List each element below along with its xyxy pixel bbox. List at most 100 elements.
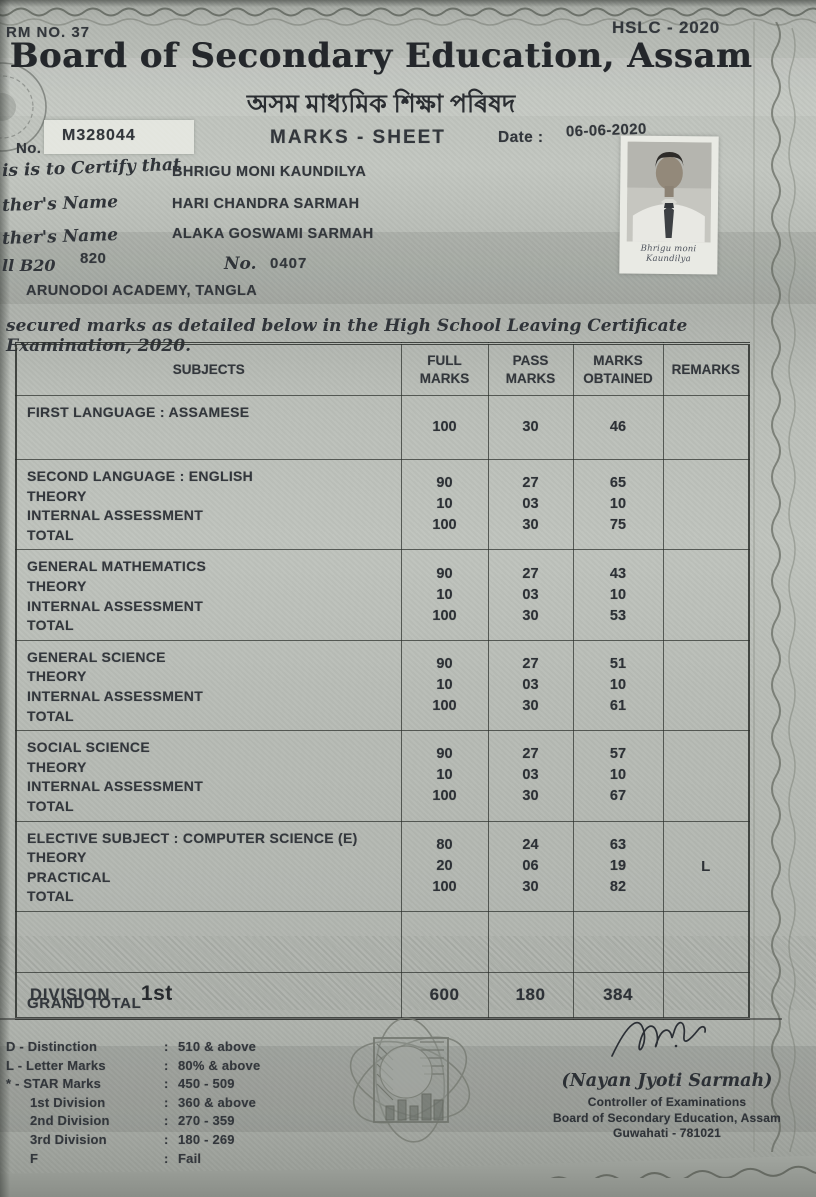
ornamental-border-right	[753, 22, 796, 1152]
grand-total-row: GRAND TOTAL 600 180 384	[15, 971, 750, 1019]
marks-obtained-cell: 51 10 61	[572, 639, 664, 732]
legend-range: 180 - 269	[178, 1131, 235, 1147]
roll-label-fragment: ll B20	[2, 256, 56, 275]
legend-code: D - Distinction	[6, 1039, 98, 1054]
remarks-cell	[662, 395, 750, 460]
subject-row: GENERAL SCIENCE THEORY INTERNAL ASSESSME…	[15, 639, 750, 732]
legend-range: Fail	[178, 1150, 202, 1166]
subject-row: SECOND LANGUAGE : ENGLISH THEORY INTERNA…	[15, 458, 750, 551]
header-subjects: SUBJECTS	[15, 343, 402, 396]
marks-table: SUBJECTS FULL MARKS PASS MARKS MARKS OBT…	[15, 342, 750, 1020]
board-seal	[349, 1017, 471, 1143]
marks-obtained-cell: 65 10 75	[572, 458, 664, 551]
roll-no-value: 0407	[270, 255, 308, 272]
student-portrait-icon	[626, 141, 712, 243]
father-name-label: ther's Name	[1, 191, 119, 217]
grand-total-label: GRAND TOTAL	[15, 971, 402, 1019]
ornamental-border-bottom	[329, 1165, 816, 1178]
legend-item: L - Letter Marks:80% & above	[6, 1057, 336, 1076]
subject-cell: GENERAL MATHEMATICS THEORY INTERNAL ASSE…	[15, 549, 402, 641]
pass-marks-cell: 27 03 30	[487, 549, 574, 641]
division-label: DIVISION	[30, 986, 111, 1004]
subject-cell: FIRST LANGUAGE : ASSAMESE	[15, 395, 402, 460]
subject-cell: SOCIAL SCIENCE THEORY INTERNAL ASSESSMEN…	[15, 730, 402, 822]
legend-range: 80% & above	[178, 1057, 261, 1073]
grand-total-pass-marks: 180	[487, 971, 574, 1019]
legend-code: F	[30, 1150, 39, 1166]
remarks-cell	[662, 730, 750, 822]
grading-legend: D - Distinction:510 & above L - Letter Ma…	[6, 1038, 336, 1168]
board-title-assamese: অসম মাধ্যমিক শিক্ষা পৰিষদ	[246, 90, 516, 118]
controller-location: Guwahati - 781021	[612, 1126, 722, 1140]
roll-value: 820	[80, 250, 107, 267]
controller-title: Controller of Examinations	[587, 1095, 747, 1109]
full-marks-cell	[400, 910, 489, 973]
legend-item: F: Fail	[30, 1150, 336, 1169]
legend-range: 510 & above	[178, 1039, 257, 1054]
legend-code: * - STAR Marks	[6, 1076, 102, 1092]
legend-colon: :	[164, 1113, 169, 1129]
pass-marks-cell: 24 06 30	[487, 820, 574, 912]
scan-left-edge	[0, 0, 10, 1197]
header-pass-marks: PASS MARKS	[487, 343, 574, 396]
controller-signature-mark	[611, 1021, 706, 1057]
legend-colon: :	[164, 1057, 169, 1073]
pass-marks-cell: 27 03 30	[487, 639, 574, 732]
legend-colon: :	[164, 1150, 169, 1166]
remarks-cell	[662, 639, 750, 732]
controller-name: (Nayan Jyoti Sarmah)	[561, 1071, 773, 1091]
legend-item: D - Distinction:510 & above	[6, 1038, 336, 1057]
legend-range: 450 - 509	[178, 1076, 235, 1092]
legend-colon: :	[164, 1131, 169, 1147]
form-number: RM NO. 37	[6, 24, 91, 41]
subject-cell: SECOND LANGUAGE : ENGLISH THEORY INTERNA…	[15, 458, 402, 551]
school-name: ARUNODOI ACADEMY, TANGLA	[26, 283, 258, 299]
remarks-cell	[662, 458, 750, 551]
legend-code: 1st Division	[30, 1094, 106, 1110]
pass-marks-cell: 27 03 30	[487, 730, 574, 822]
full-marks-cell: 80 20 100	[400, 820, 489, 912]
grand-total-remarks	[662, 971, 750, 1019]
subject-row: GENERAL MATHEMATICS THEORY INTERNAL ASSE…	[15, 549, 750, 641]
subject-cell: ELECTIVE SUBJECT : COMPUTER SCIENCE (E) …	[15, 820, 402, 912]
grand-total-marks-obtained: 384	[572, 971, 664, 1019]
ornamental-border-top	[0, 7, 816, 26]
student-photo-signature: Bhrigu moni Kaundilya	[640, 243, 697, 265]
father-name: HARI CHANDRA SARMAH	[172, 196, 360, 212]
division-value: 1st	[140, 982, 173, 1005]
serial-number-box	[44, 120, 194, 154]
serial-number: M328044	[62, 127, 136, 144]
student-name: BHRIGU MONI KAUNDILYA	[172, 164, 367, 180]
legend-item: 3rd Division:180 - 269	[30, 1131, 336, 1150]
mother-name-label: ther's Name	[1, 224, 119, 250]
legend-colon: :	[164, 1039, 169, 1054]
marks-obtained-cell: 63 19 82	[572, 820, 664, 912]
subject-row: FIRST LANGUAGE : ASSAMESE 100 30 46	[15, 395, 750, 460]
remarks-cell	[662, 910, 750, 973]
full-marks-cell: 90 10 100	[400, 639, 489, 732]
subject-row: SOCIAL SCIENCE THEORY INTERNAL ASSESSMEN…	[15, 730, 750, 822]
pass-marks-cell: 27 03 30	[487, 458, 574, 551]
board-emblem-partial-icon	[0, 62, 47, 152]
table-header-row: SUBJECTS FULL MARKS PASS MARKS MARKS OBT…	[15, 343, 750, 396]
roll-no-label: No.	[224, 254, 257, 274]
full-marks-cell: 90 10 100	[400, 549, 489, 641]
sheet-title: MARKS - SHEET	[270, 127, 446, 148]
pass-marks-cell	[487, 910, 574, 973]
board-title-english: Board of Secondary Education, Assam	[9, 36, 753, 76]
remarks-cell	[662, 549, 750, 641]
marks-obtained-cell: 43 10 53	[572, 549, 664, 641]
full-marks-cell: 100	[400, 395, 489, 460]
header-marks-obtained: MARKS OBTAINED	[572, 343, 664, 396]
legend-colon: :	[164, 1094, 169, 1110]
marks-obtained-cell	[572, 910, 664, 973]
pass-marks-cell: 30	[487, 395, 574, 460]
legend-code: 3rd Division	[30, 1131, 107, 1147]
division-section: DIVISION 1st	[0, 972, 782, 1020]
student-photo: Bhrigu moni Kaundilya	[619, 135, 719, 275]
marks-obtained-cell: 57 10 67	[572, 730, 664, 822]
serial-no-label: No.	[16, 140, 42, 157]
date-label: Date :	[498, 129, 544, 146]
grand-total-full-marks: 600	[400, 971, 489, 1019]
